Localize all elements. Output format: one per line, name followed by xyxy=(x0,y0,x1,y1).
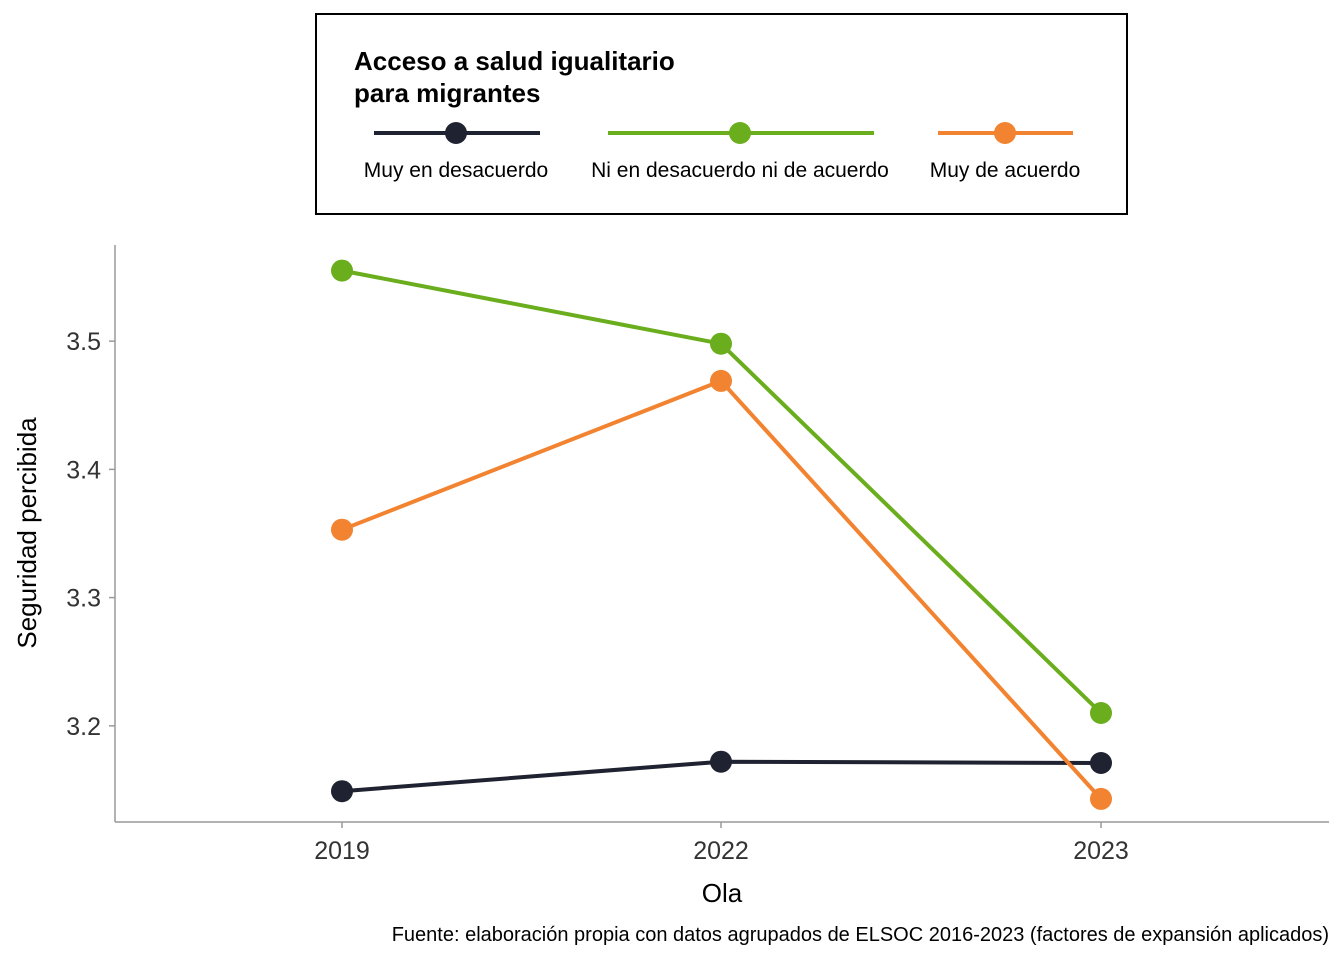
y-ticks: 3.2 3.3 3.4 3.5 xyxy=(66,328,115,741)
data-point xyxy=(331,259,353,282)
legend-label: Muy en desacuerdo xyxy=(364,159,548,182)
legend-item-ni-en-desacuerdo-ni-de-acuerdo: Ni en desacuerdo ni de acuerdo xyxy=(591,122,889,182)
series-layer xyxy=(331,259,1112,810)
x-tick-label: 2019 xyxy=(314,837,370,865)
caption: Fuente: elaboración propia con datos agr… xyxy=(392,924,1329,946)
legend-title-line-1: Acceso a salud igualitario xyxy=(354,46,675,76)
y-tick-label: 3.5 xyxy=(66,328,101,356)
y-tick-label: 3.2 xyxy=(66,713,101,741)
legend-title-line-2: para migrantes xyxy=(354,78,540,108)
series-muy-en-desacuerdo xyxy=(331,750,1112,803)
y-tick-label: 3.3 xyxy=(66,585,101,613)
x-ticks: 2019 2022 2023 xyxy=(314,822,1129,865)
data-point xyxy=(710,750,732,773)
legend-key-point xyxy=(445,122,467,144)
data-point xyxy=(331,518,353,541)
legend-label: Ni en desacuerdo ni de acuerdo xyxy=(591,159,889,182)
legend: Acceso a salud igualitario para migrante… xyxy=(315,13,1128,215)
legend-label: Muy de acuerdo xyxy=(930,159,1081,182)
data-point xyxy=(1090,702,1112,724)
x-tick-label: 2023 xyxy=(1073,837,1129,865)
y-axis-title: Seguridad percibida xyxy=(12,417,42,649)
data-point xyxy=(710,332,732,355)
legend-items: Muy en desacuerdo Ni en desacuerdo ni de … xyxy=(364,122,1081,182)
legend-key-point xyxy=(729,122,751,144)
legend-item-muy-en-desacuerdo: Muy en desacuerdo xyxy=(364,122,548,182)
legend-item-muy-de-acuerdo: Muy de acuerdo xyxy=(930,122,1081,182)
series-line xyxy=(341,378,1103,801)
legend-frame xyxy=(315,13,1128,215)
legend-key-point xyxy=(994,122,1016,144)
x-axis-title: Ola xyxy=(702,878,743,908)
data-point xyxy=(1090,787,1112,810)
series-muy-de-acuerdo xyxy=(331,369,1112,810)
series-ni-en-desacuerdo-ni-de-acuerdo xyxy=(331,259,1112,724)
data-point xyxy=(1090,752,1112,774)
y-tick-label: 3.4 xyxy=(66,456,101,484)
data-point xyxy=(710,369,732,392)
data-point xyxy=(331,780,353,803)
axes: 3.2 3.3 3.4 3.5 2019 2022 2023 xyxy=(66,245,1329,865)
x-tick-label: 2022 xyxy=(693,837,749,865)
